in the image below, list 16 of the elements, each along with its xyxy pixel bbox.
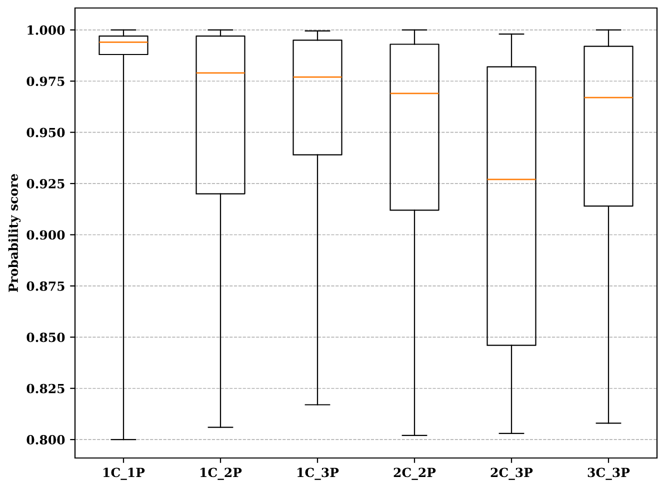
- x-tick-label: 1C_2P: [200, 468, 242, 480]
- y-tick-label: 1.000: [28, 25, 65, 35]
- x-tick-label: 2C_3P: [490, 468, 533, 480]
- y-tick-label: 0.825: [26, 384, 64, 394]
- y-tick-label: 0.850: [26, 332, 65, 342]
- y-tick-label: 0.950: [26, 128, 65, 138]
- x-tick-label: 2C_2P: [394, 468, 436, 480]
- y-tick-label: 0.925: [26, 179, 64, 188]
- y-axis-title: Probability score: [8, 174, 21, 292]
- y-tick-label: 0.875: [26, 281, 64, 291]
- x-tick-label: 1C_3P: [298, 468, 339, 480]
- x-tick-label: 3C_3P: [588, 468, 630, 480]
- y-tick-label: 0.900: [26, 230, 65, 240]
- x-tick-label: 1C_1P: [104, 468, 145, 480]
- y-tick-label: 0.975: [26, 76, 64, 86]
- y-tick-label: 0.800: [26, 435, 65, 444]
